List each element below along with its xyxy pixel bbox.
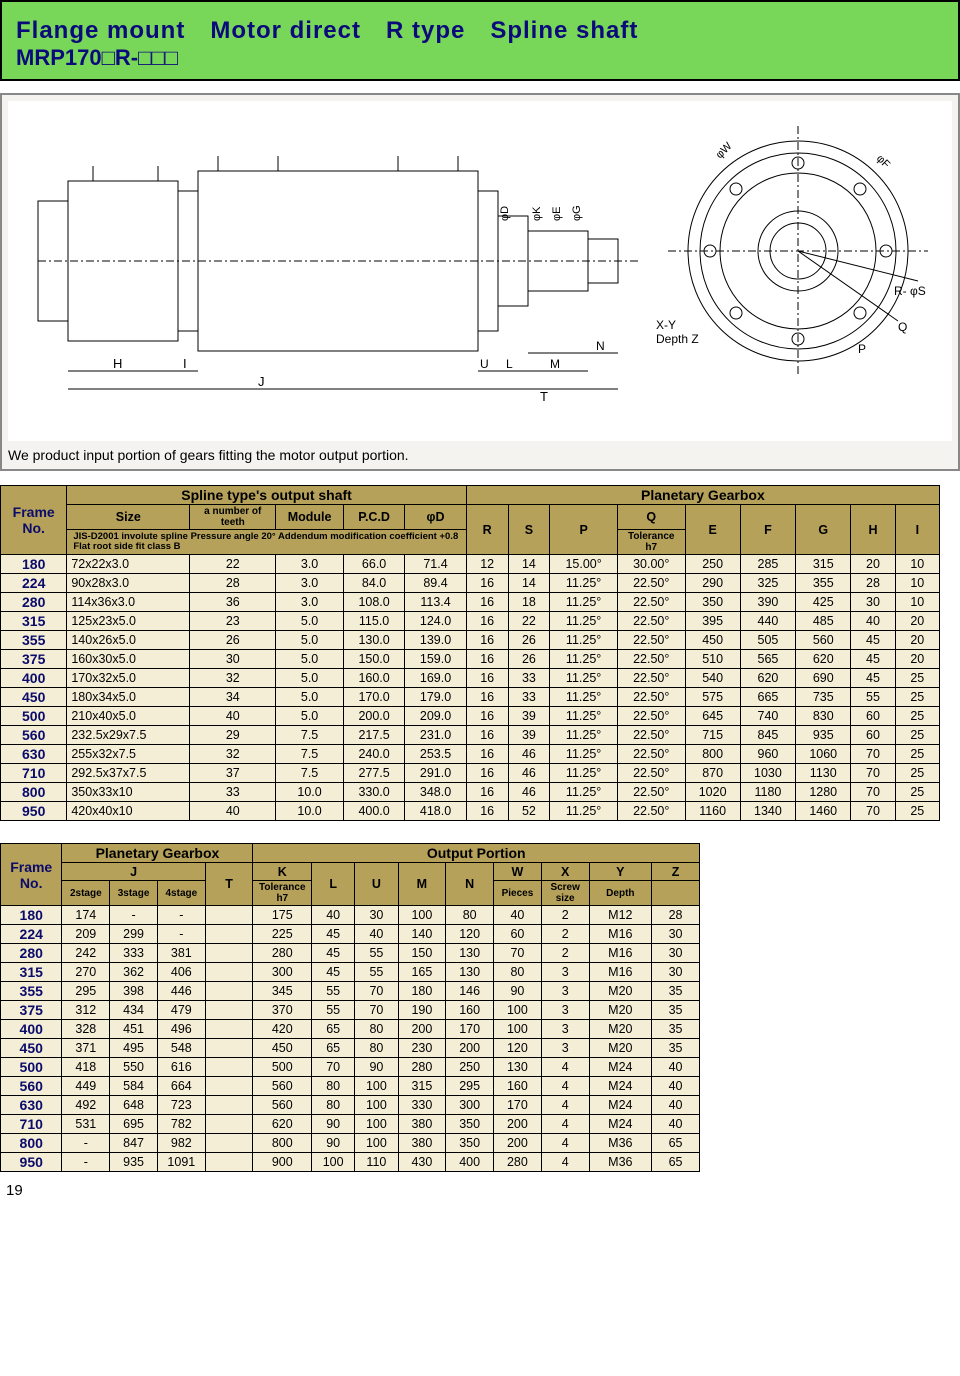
frame-no-header: Frame No. [1,486,67,555]
svg-text:φE: φE [551,207,563,221]
svg-text:R- φS: R- φS [894,284,926,298]
table-row: 630492648723560801003303001704M2440 [1,1096,700,1115]
table-row: 560232.5x29x7.5297.5217.5231.0163911.25°… [1,726,940,745]
title-line1: Flange mount Motor direct R type Spline … [16,10,944,45]
title-line2: MRP170□R-□□□ [16,45,944,71]
svg-text:N: N [596,339,605,353]
svg-text:φG: φG [571,205,583,221]
table-row: 450180x34x5.0345.0170.0179.0163311.25°22… [1,688,940,707]
diagram-caption: We product input portion of gears fittin… [8,447,952,463]
svg-text:φW: φW [714,140,735,161]
table-row: 3152703624063004555165130803M1630 [1,963,700,982]
svg-text:Q: Q [898,320,907,334]
title-box: Flange mount Motor direct R type Spline … [0,0,960,81]
svg-text:φD: φD [499,206,511,221]
page-number: 19 [6,1182,960,1199]
svg-text:M: M [550,357,560,371]
table-row: 355140x26x5.0265.0130.0139.0162611.25°22… [1,631,940,650]
technical-drawing: H I J U L M N T φD φK φE φG [18,121,938,401]
table-row: 800350x33x103310.0330.0348.0164611.25°22… [1,783,940,802]
svg-text:P: P [858,342,866,356]
svg-text:I: I [183,356,187,371]
svg-text:φF: φF [874,153,892,171]
table-row: 18072x22x3.0223.066.071.4121415.00°30.00… [1,555,940,574]
table-row: 710531695782620901003803502004M2440 [1,1115,700,1134]
table-row: 280114x36x3.0363.0108.0113.4161811.25°22… [1,593,940,612]
spec-table-2: Frame No. Planetary Gearbox Output Porti… [0,843,700,1172]
table-row: 180174--175403010080402M1228 [1,906,700,925]
svg-text:J: J [258,374,265,389]
table-row: 950-93510919001001104304002804M3665 [1,1153,700,1172]
table-row: 710292.5x37x7.5377.5277.5291.0164611.25°… [1,764,940,783]
svg-text:U: U [480,357,489,371]
table-row: 3552953984463455570180146903M2035 [1,982,700,1001]
table-row: 37531243447937055701901601003M2035 [1,1001,700,1020]
table-row: 40032845149642065802001701003M2035 [1,1020,700,1039]
table-row: 315125x23x5.0235.0115.0124.0162211.25°22… [1,612,940,631]
diagram-container: H I J U L M N T φD φK φE φG [0,93,960,471]
table-row: 224209299-2254540140120602M1630 [1,925,700,944]
table-row: 400170x32x5.0325.0160.0169.0163311.25°22… [1,669,940,688]
table-row: 800-847982800901003803502004M3665 [1,1134,700,1153]
svg-text:Depth Z: Depth Z [656,332,699,346]
frame-no-header-2: Frame No. [1,844,62,906]
table-row: 375160x30x5.0305.0150.0159.0162611.25°22… [1,650,940,669]
table-row: 560449584664560801003152951604M2440 [1,1077,700,1096]
table-row: 45037149554845065802302001203M2035 [1,1039,700,1058]
spline-header: Spline type's output shaft [67,486,466,505]
table-row: 2802423333812804555150130702M1630 [1,944,700,963]
table-row: 950420x40x104010.0400.0418.0165211.25°22… [1,802,940,821]
table-row: 50041855061650070902802501304M2440 [1,1058,700,1077]
table-row: 630255x32x7.5327.5240.0253.5164611.25°22… [1,745,940,764]
svg-text:L: L [506,357,513,371]
spec-table-1: Frame No. Spline type's output shaft Pla… [0,485,940,821]
svg-text:H: H [113,356,122,371]
svg-text:X-Y: X-Y [656,318,676,332]
svg-text:T: T [540,389,548,401]
svg-text:φK: φK [531,206,543,221]
gearbox-header: Planetary Gearbox [466,486,939,505]
table-row: 500210x40x5.0405.0200.0209.0163911.25°22… [1,707,940,726]
table-row: 22490x28x3.0283.084.089.4161411.25°22.50… [1,574,940,593]
